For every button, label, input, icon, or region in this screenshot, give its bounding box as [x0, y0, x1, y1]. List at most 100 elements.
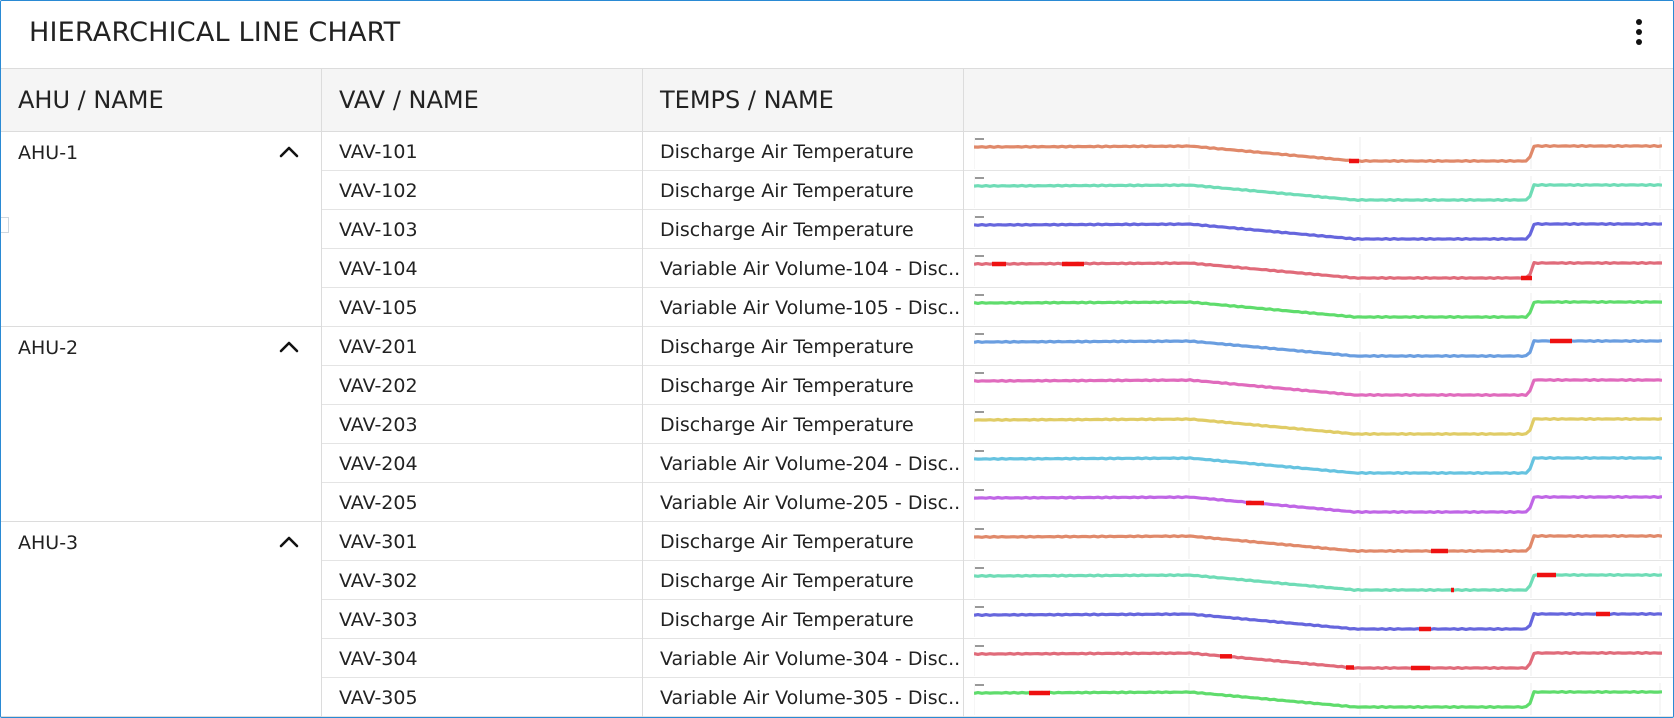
sparkline-chart[interactable] [974, 642, 1662, 676]
sparkline-chart[interactable] [974, 486, 1662, 520]
sparkline-chart[interactable] [974, 603, 1662, 637]
row-divider [322, 170, 1673, 171]
sparkline-chart[interactable] [974, 369, 1662, 403]
temp-name: Discharge Air Temperature [660, 609, 914, 631]
sparkline-chart[interactable] [974, 291, 1662, 325]
row-divider [322, 599, 1673, 600]
panel-header: HIERARCHICAL LINE CHART [1, 1, 1673, 69]
row-divider [322, 638, 1673, 639]
column-header-ahu[interactable]: AHU / NAME [1, 69, 322, 131]
row-divider [322, 482, 1673, 483]
vav-name: VAV-205 [339, 492, 418, 514]
sparkline-series [974, 534, 1662, 553]
temp-name: Discharge Air Temperature [660, 219, 914, 241]
vav-name: VAV-102 [339, 180, 418, 202]
column-header-temps[interactable]: TEMPS / NAME [643, 69, 964, 131]
vav-name: VAV-101 [339, 141, 418, 163]
vav-name: VAV-304 [339, 648, 418, 670]
group-divider [1, 716, 321, 717]
temp-name: Discharge Air Temperature [660, 336, 914, 358]
panel-title: HIERARCHICAL LINE CHART [29, 17, 401, 48]
vav-name: VAV-201 [339, 336, 418, 358]
table-row[interactable]: VAV-304 Variable Air Volume-304 - Disc... [322, 639, 1673, 678]
vav-name: VAV-303 [339, 609, 418, 631]
sparkline-chart[interactable] [974, 135, 1662, 169]
sparkline-series [974, 144, 1662, 163]
row-divider [322, 248, 1673, 249]
temp-name: Variable Air Volume-205 - Disc... [660, 492, 960, 514]
sparkline-chart[interactable] [974, 564, 1662, 598]
temp-name: Variable Air Volume-305 - Disc... [660, 687, 960, 709]
row-divider [322, 287, 1673, 288]
table-row[interactable]: VAV-101 Discharge Air Temperature [322, 132, 1673, 171]
chevron-up-icon[interactable] [277, 337, 301, 357]
row-divider [322, 404, 1673, 405]
vav-name: VAV-105 [339, 297, 418, 319]
temp-name: Variable Air Volume-204 - Disc... [660, 453, 960, 475]
sparkline-chart[interactable] [974, 174, 1662, 208]
table-row[interactable]: VAV-303 Discharge Air Temperature [322, 600, 1673, 639]
sparkline-series [974, 573, 1662, 592]
table-row[interactable]: VAV-102 Discharge Air Temperature [322, 171, 1673, 210]
table-row[interactable]: VAV-302 Discharge Air Temperature [322, 561, 1673, 600]
sparkline-chart[interactable] [974, 252, 1662, 286]
table-row[interactable]: VAV-301 Discharge Air Temperature [322, 522, 1673, 561]
sparkline-chart[interactable] [974, 213, 1662, 247]
sparkline-chart[interactable] [974, 681, 1662, 715]
sparkline-series [974, 612, 1662, 631]
sparkline-series [974, 417, 1662, 436]
chevron-up-icon[interactable] [277, 532, 301, 552]
sparkline-chart[interactable] [974, 330, 1662, 364]
sparkline-chart[interactable] [974, 408, 1662, 442]
vav-name: VAV-302 [339, 570, 418, 592]
table-row[interactable]: VAV-202 Discharge Air Temperature [322, 366, 1673, 405]
table-row[interactable]: VAV-203 Discharge Air Temperature [322, 405, 1673, 444]
temp-name: Discharge Air Temperature [660, 531, 914, 553]
table-row[interactable]: VAV-201 Discharge Air Temperature [322, 327, 1673, 366]
more-vertical-icon[interactable] [1633, 19, 1645, 51]
column-header-vav[interactable]: VAV / NAME [322, 69, 643, 131]
sparkline-series [974, 651, 1662, 670]
sparkline-series [974, 495, 1662, 514]
temp-name: Discharge Air Temperature [660, 180, 914, 202]
column-header-chart [964, 69, 1673, 131]
temp-name: Discharge Air Temperature [660, 414, 914, 436]
row-divider [322, 326, 1673, 327]
sparkline-series [974, 300, 1662, 319]
sparkline-series [974, 183, 1662, 202]
temp-name: Variable Air Volume-104 - Disc... [660, 258, 960, 280]
sparkline-chart[interactable] [974, 525, 1662, 559]
sparkline-series [974, 690, 1662, 709]
sparkline-chart[interactable] [974, 447, 1662, 481]
group-ahu-1: AHU-1 [1, 132, 321, 327]
temp-name: Discharge Air Temperature [660, 141, 914, 163]
collapse-handle[interactable] [1, 217, 9, 233]
table-row[interactable]: VAV-205 Variable Air Volume-205 - Disc... [322, 483, 1673, 522]
vav-name: VAV-301 [339, 531, 418, 553]
group-name: AHU-2 [18, 337, 79, 359]
table-row[interactable]: VAV-103 Discharge Air Temperature [322, 210, 1673, 249]
table-row[interactable]: VAV-305 Variable Air Volume-305 - Disc... [322, 678, 1673, 717]
temp-name: Discharge Air Temperature [660, 375, 914, 397]
table-row[interactable]: VAV-204 Variable Air Volume-204 - Disc... [322, 444, 1673, 483]
vav-name: VAV-104 [339, 258, 418, 280]
sparkline-series [974, 339, 1662, 358]
chevron-up-icon[interactable] [277, 142, 301, 162]
vav-name: VAV-202 [339, 375, 418, 397]
vav-name: VAV-203 [339, 414, 418, 436]
group-name: AHU-3 [18, 532, 79, 554]
group-divider [1, 521, 321, 522]
row-divider [322, 365, 1673, 366]
column-divider [321, 132, 322, 717]
sparkline-series [974, 261, 1662, 280]
column-divider [642, 132, 643, 717]
sparkline-series [974, 456, 1662, 475]
temp-name: Discharge Air Temperature [660, 570, 914, 592]
table-body: AHU-1 VAV-101 Discharge Air Temperature VAV… [1, 132, 1673, 717]
row-divider [322, 443, 1673, 444]
table-row[interactable]: VAV-105 Variable Air Volume-105 - Disc... [322, 288, 1673, 327]
group-divider [1, 326, 321, 327]
table-row[interactable]: VAV-104 Variable Air Volume-104 - Disc... [322, 249, 1673, 288]
sparkline-series [974, 222, 1662, 241]
